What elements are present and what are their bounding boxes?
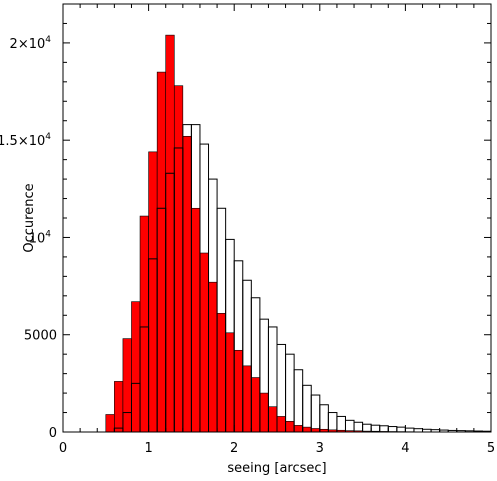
filled-bar [208,281,218,433]
y-tick-label: 104 [29,229,52,246]
y-tick-label: 2×104 [10,35,52,52]
filled-bar [225,332,235,433]
filled-bar [251,377,261,433]
y-axis-label: Occurence [22,183,37,252]
filled-bar [233,349,244,433]
filled-bar [276,416,286,433]
outline-bar [285,353,295,433]
x-axis-label: seeing [arcsec] [227,461,326,476]
outline-bar [319,404,329,433]
outline-bar [396,426,406,433]
y-tick-label: 0 [49,426,57,441]
filled-bar [285,420,295,433]
x-tick-label: 3 [316,441,324,456]
outline-bar [302,384,312,433]
filled-bar [293,425,303,433]
filled-bar [148,151,158,433]
y-tick-label: 5000 [24,329,57,344]
axis-ticks [62,3,492,433]
outline-bar [387,426,398,433]
y-tick-label: 1.5×104 [0,132,51,149]
filled-bar [173,85,184,433]
x-tick-label: 5 [487,441,495,456]
x-tick-label: 4 [401,441,409,456]
outline-bar [336,415,346,433]
x-tick-label: 0 [59,441,67,456]
filled-bar [191,207,201,433]
filled-bar [122,338,132,433]
axis-tick-labels: 0 1 2 3 4 5 0 5000 104 1.5×104 2×104 [0,35,495,456]
filled-bar [182,135,192,433]
outline-bar [344,419,355,433]
filled-bar [242,365,252,433]
filled-bar [105,414,115,433]
filled-bar [302,426,312,433]
outline-bar [310,394,321,433]
filled-bar [199,252,209,433]
filled-bar [114,381,124,433]
outline-bar [327,412,338,433]
x-tick-label: 2 [230,441,238,456]
filled-bar [139,215,149,433]
filled-bar [216,313,226,433]
filled-bar [131,301,141,433]
outline-bar [293,369,304,433]
filled-bar [310,428,321,433]
x-tick-label: 1 [144,441,152,456]
outline-bar [379,425,389,433]
filled-bar [259,392,269,433]
filled-bar [268,406,278,433]
filled-bar [165,34,175,433]
filled-bar [156,71,167,433]
